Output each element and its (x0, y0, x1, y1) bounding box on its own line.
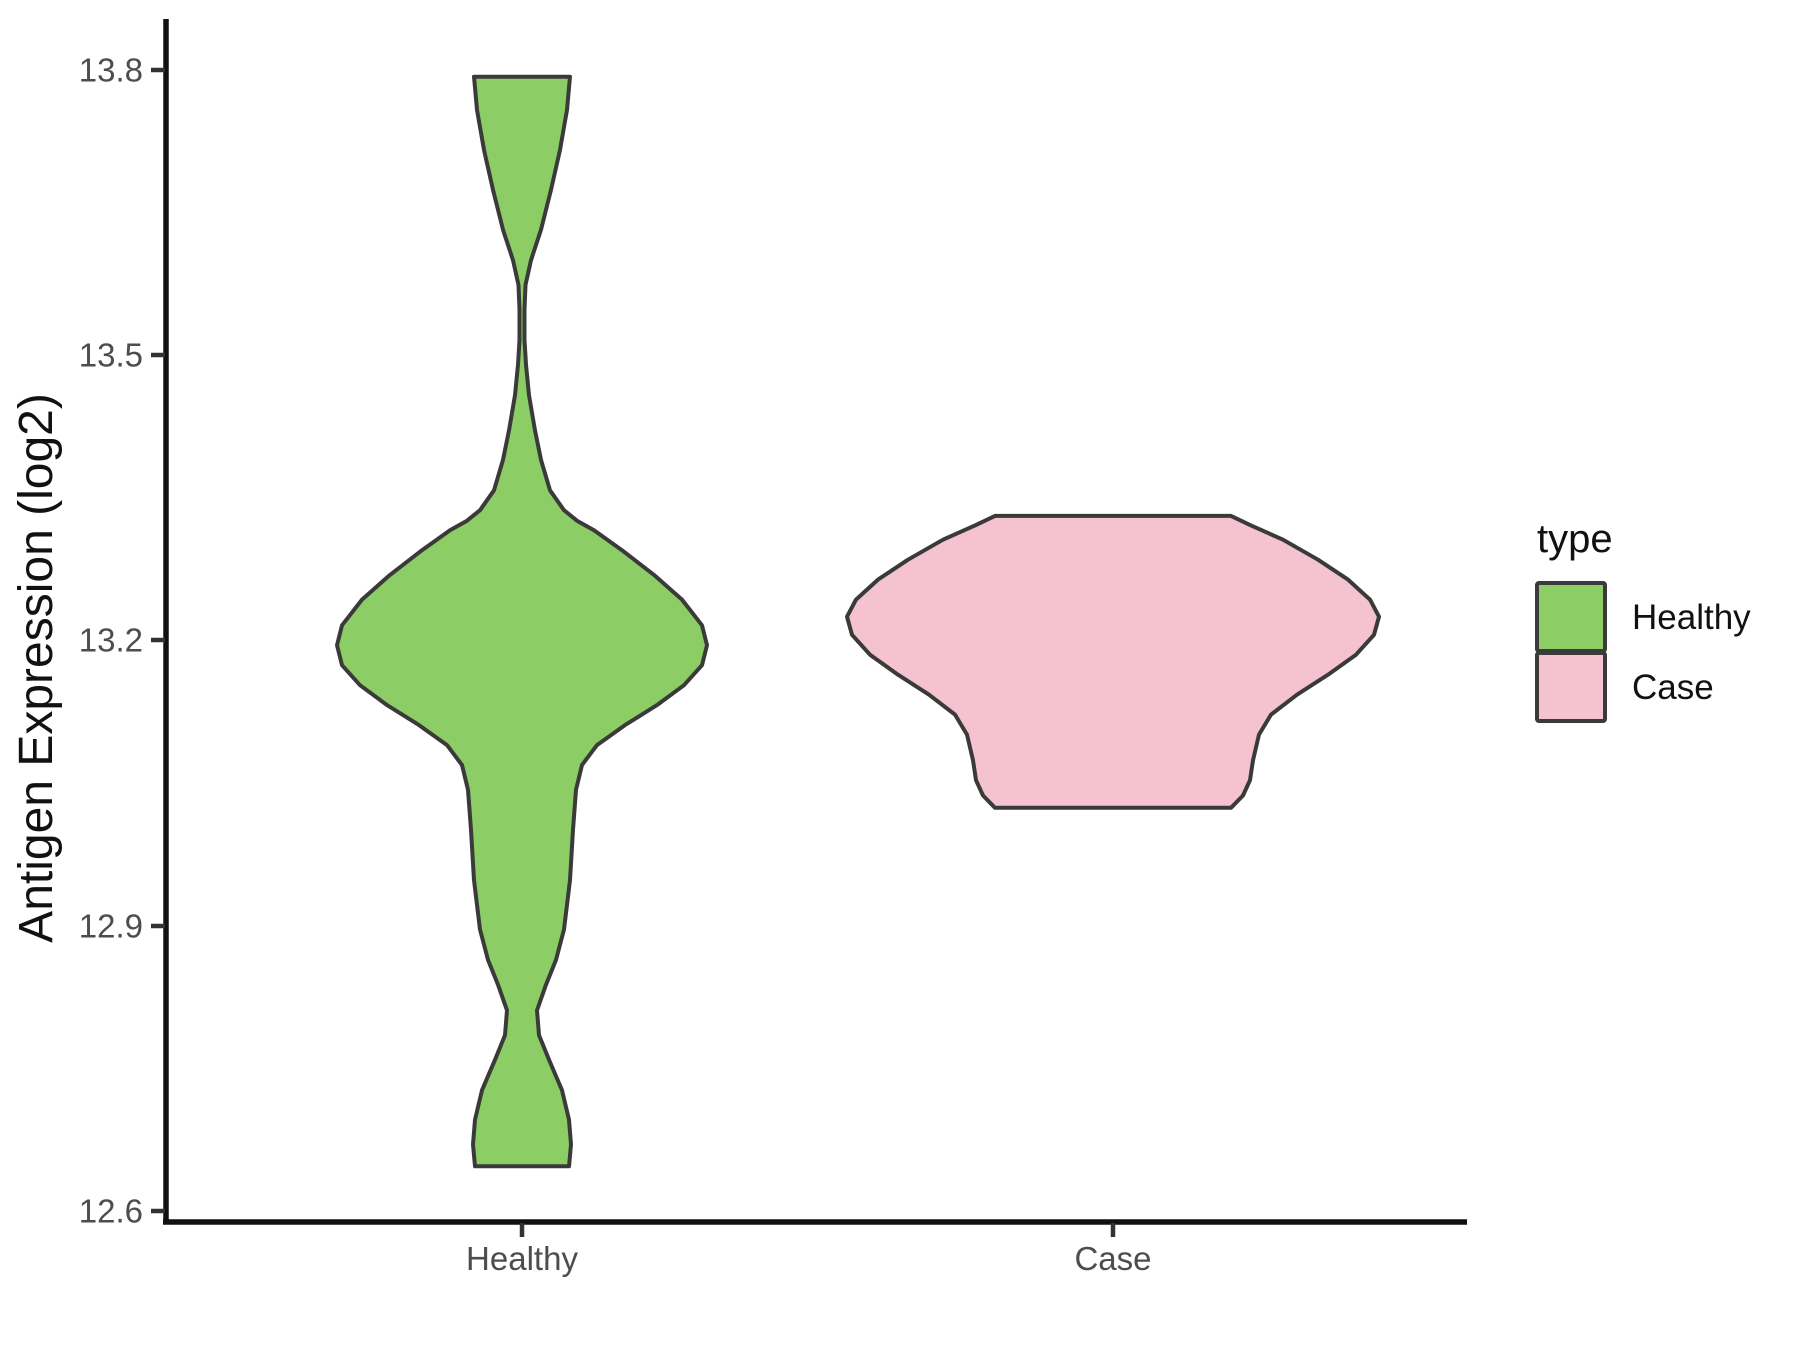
y-axis-title: Antigen Expression (log2) (10, 393, 63, 943)
y-tick-label-12-9: 12.9 (79, 908, 143, 945)
violin-healthy (335, 74, 709, 1169)
legend-label-case: Case (1632, 668, 1714, 707)
y-tick-label-12-6: 12.6 (79, 1193, 143, 1230)
y-tick-label-13-8: 13.8 (79, 52, 143, 89)
y-tick-marks (151, 67, 165, 1214)
legend-swatch-healthy (1535, 581, 1607, 653)
violins-group (335, 74, 1381, 1169)
x-tick-label-case: Case (1074, 1240, 1151, 1277)
legend: type Healthy Case (1535, 517, 1751, 723)
x-tick-label-healthy: Healthy (466, 1240, 578, 1277)
y-tick-label-13-2: 13.2 (79, 622, 143, 659)
x-tick-marks (519, 1223, 1116, 1237)
legend-title: type (1537, 517, 1613, 561)
violin-case (845, 513, 1381, 810)
y-tick-label-13-5: 13.5 (79, 337, 143, 374)
legend-label-healthy: Healthy (1632, 598, 1751, 637)
legend-swatch-case (1535, 651, 1607, 723)
